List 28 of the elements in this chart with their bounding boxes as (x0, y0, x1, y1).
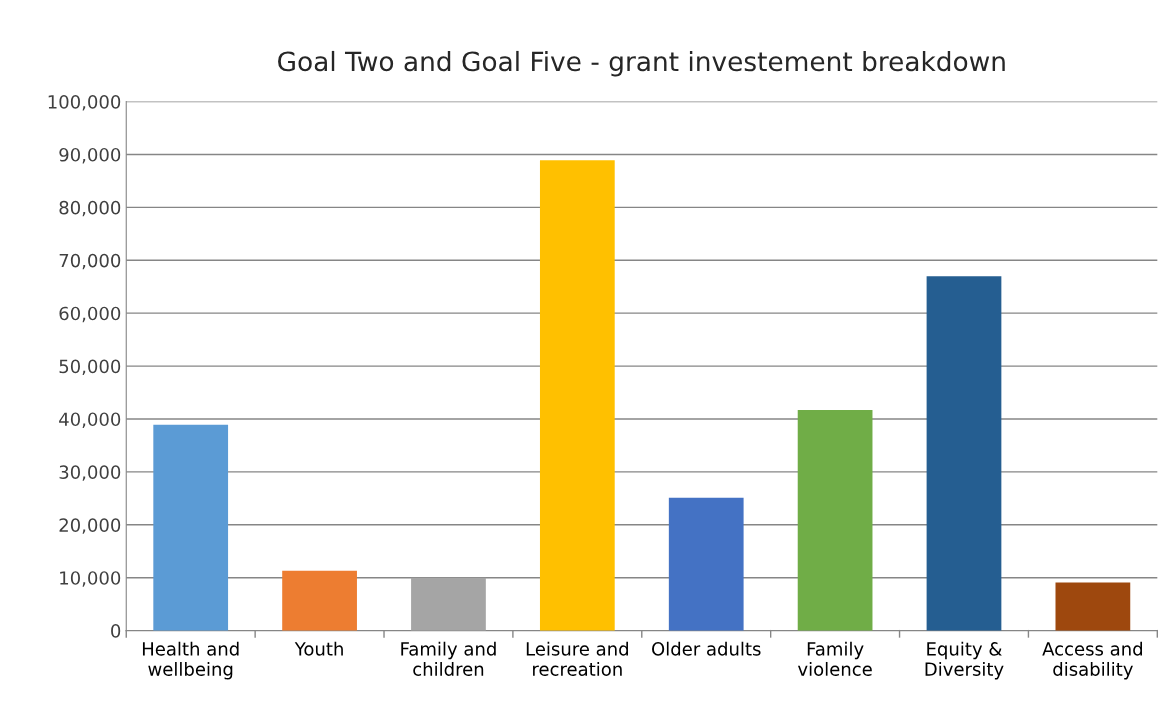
bar (411, 577, 486, 631)
bar (539, 160, 615, 631)
y-tick-label: 90,000 (59, 147, 121, 164)
x-tick-label: Access and disability (1042, 641, 1142, 680)
bar (1055, 582, 1131, 631)
x-tick-label: Health and wellbeing (142, 641, 239, 680)
y-tick-label: 20,000 (59, 518, 121, 534)
y-tick-label: 80,000 (59, 200, 121, 217)
y-tick-label: 40,000 (59, 412, 121, 428)
y-tick-label: 100,000 (48, 94, 121, 111)
x-tick-label: Family and children (401, 641, 496, 676)
bar (797, 410, 873, 631)
y-tick-label: 30,000 (59, 465, 121, 481)
x-tick-label: Family violence (797, 641, 872, 676)
y-tick-label: 70,000 (59, 253, 121, 270)
y-tick-label: 50,000 (59, 359, 121, 376)
x-tick-label: Youth (294, 641, 343, 656)
y-tick-label: 10,000 (60, 571, 121, 587)
y-tick-label: 0 (111, 624, 121, 638)
x-tick-label: Leisure and recreation (526, 641, 628, 676)
y-tick-label: 60,000 (59, 306, 121, 323)
x-tick-label: Older adults (652, 641, 761, 656)
bar (926, 276, 1002, 631)
bar (282, 570, 357, 631)
x-tick-label: Equity & Diversity (925, 641, 1004, 680)
bar (153, 424, 229, 631)
bar (668, 497, 744, 631)
chart-title: Goal Two and Goal Five - grant investement breakdown (278, 50, 1005, 77)
